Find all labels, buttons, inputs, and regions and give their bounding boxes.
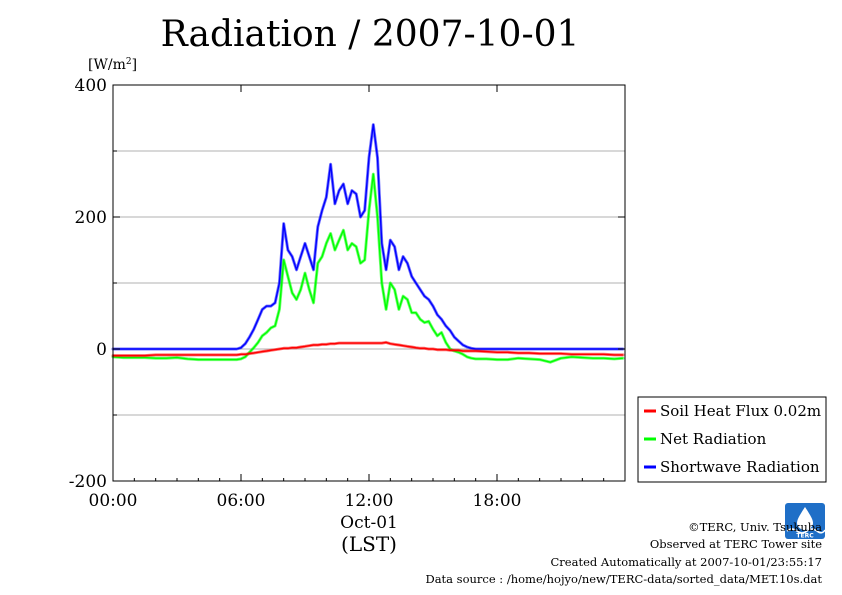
y-unit-base: [W/m	[88, 57, 126, 73]
series-line-core-shortwave-radiation	[113, 123, 623, 350]
x-tick-label: 06:00	[217, 491, 266, 511]
legend-item-shortwave-radiation: Shortwave Radiation	[644, 458, 820, 476]
series-line-core-net-radiation	[112, 173, 623, 363]
footer-copyright: ©TERC, Univ. Tsukuba	[688, 520, 822, 534]
legend-item-soil-heat-flux: Soil Heat Flux 0.02m	[644, 402, 821, 420]
y-unit-label: [W/m2]	[88, 57, 137, 73]
x-tick-label: 00:00	[89, 491, 138, 511]
y-tick-label: 0	[96, 340, 107, 360]
gridlines	[113, 150, 625, 416]
terc-logo: TERC	[785, 503, 826, 540]
wave-icon	[786, 528, 826, 534]
legend-item-net-radiation: Net Radiation	[644, 430, 767, 448]
water-drop-icon	[797, 507, 813, 530]
y-unit-sup: 2	[126, 57, 132, 67]
x-axis-label: (LST)	[341, 532, 397, 556]
footer-observed: Observed at TERC Tower site	[650, 537, 822, 551]
legend: Soil Heat Flux 0.02m Net Radiation Short…	[637, 396, 827, 483]
terc-logo-text: TERC	[796, 533, 814, 540]
series-layer	[111, 123, 625, 364]
x-tick-label: 18:00	[473, 491, 522, 511]
series-line-core-soil-heat-flux-0-02m	[113, 341, 623, 357]
y-tick-label: 400	[75, 76, 107, 96]
y-tick-label: -200	[69, 472, 107, 492]
x-date-label: Oct-01	[340, 513, 398, 533]
footer-data-source: Data source : /home/hojyo/new/TERC-data/…	[425, 572, 822, 586]
y-unit-close: ]	[132, 57, 137, 73]
chart-title: Radiation / 2007-10-01	[161, 14, 580, 55]
y-tick-label: 200	[75, 208, 107, 228]
legend-box	[637, 396, 827, 483]
ticks: -200 0 200 400 00:00 06:00 12:00 18:00	[69, 76, 625, 511]
footer-created: Created Automatically at 2007-10-01/23:5…	[551, 555, 823, 569]
x-tick-label: 12:00	[345, 491, 394, 511]
legend-label-soil-heat-flux: Soil Heat Flux 0.02m	[660, 402, 821, 420]
legend-label-shortwave-radiation: Shortwave Radiation	[660, 458, 820, 476]
series-line-net-radiation	[111, 172, 625, 364]
legend-label-net-radiation: Net Radiation	[660, 430, 767, 448]
